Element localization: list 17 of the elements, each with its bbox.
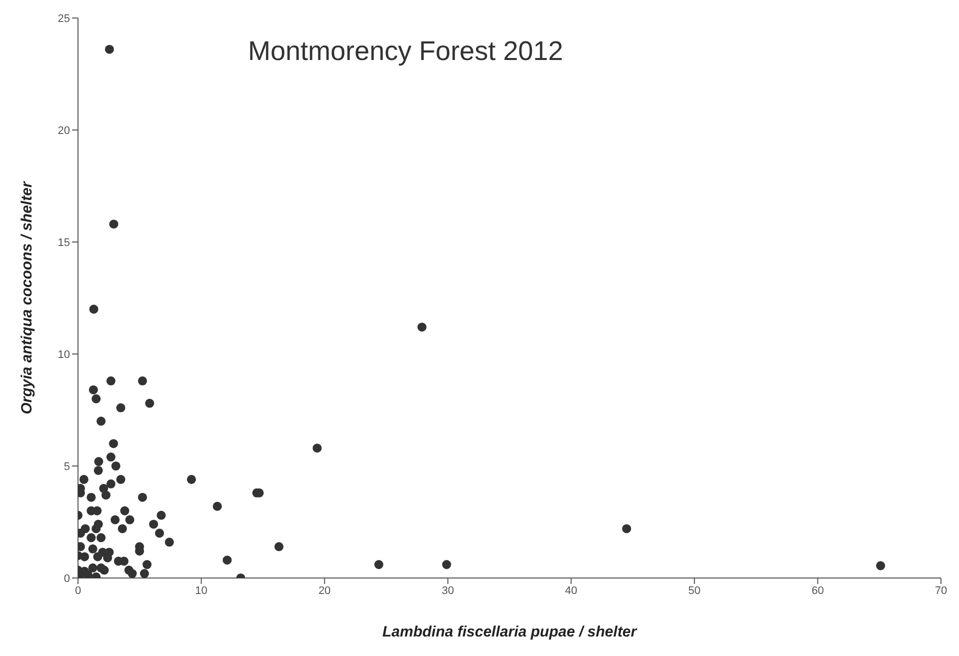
x-tick-label: 50 xyxy=(688,584,701,597)
y-axis-title: Orgyia antiqua cocoons / shelter xyxy=(18,180,36,414)
x-tick-label: 70 xyxy=(934,584,948,597)
y-tick-label: 15 xyxy=(58,236,70,249)
y-tick-label: 0 xyxy=(64,572,70,585)
x-axis-title: Lambdina fiscellaria pupae / shelter xyxy=(382,624,638,641)
x-tick-label: 20 xyxy=(318,584,331,597)
y-tick-label: 25 xyxy=(58,12,70,25)
y-tick-label: 20 xyxy=(58,124,70,137)
x-tick-label: 0 xyxy=(74,584,82,597)
y-tick-label: 10 xyxy=(58,348,70,361)
x-tick-label: 10 xyxy=(195,584,208,597)
y-tick-label: 5 xyxy=(64,460,70,473)
x-tick-label: 60 xyxy=(812,584,824,597)
x-tick-label: 40 xyxy=(565,584,578,597)
x-tick-label: 30 xyxy=(442,584,454,597)
text: Montmorency Forest 2012 xyxy=(248,36,564,67)
